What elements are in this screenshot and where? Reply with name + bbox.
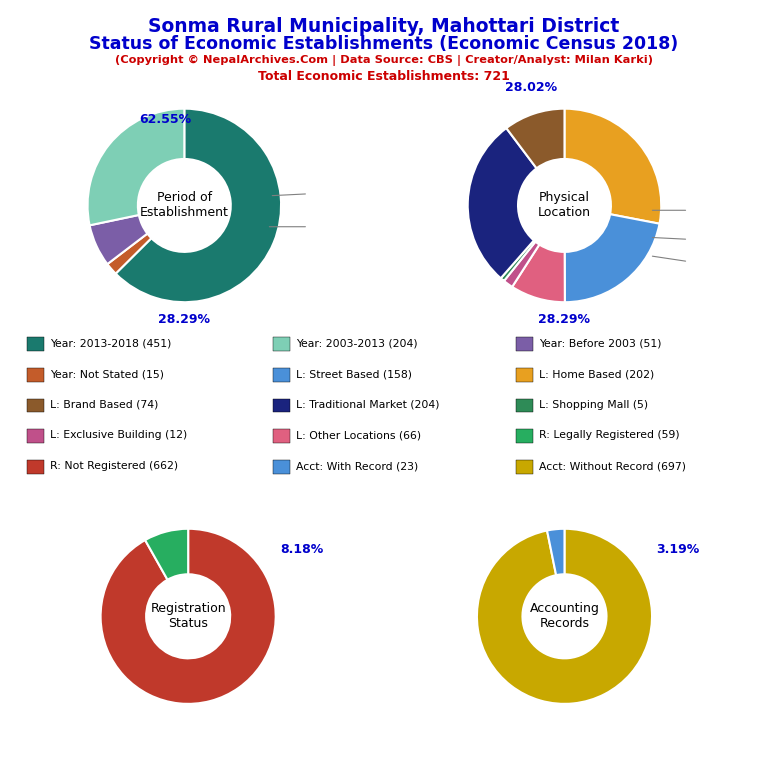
Wedge shape (504, 242, 539, 286)
Wedge shape (90, 215, 147, 264)
Text: L: Shopping Mall (5): L: Shopping Mall (5) (539, 399, 648, 410)
Text: L: Other Locations (66): L: Other Locations (66) (296, 430, 421, 441)
Text: Total Economic Establishments: 721: Total Economic Establishments: 721 (258, 70, 510, 83)
Text: Acct: Without Record (697): Acct: Without Record (697) (539, 461, 686, 472)
Wedge shape (547, 528, 564, 575)
Text: 62.55%: 62.55% (139, 113, 191, 126)
Text: Year: 2003-2013 (204): Year: 2003-2013 (204) (296, 338, 417, 349)
Text: (Copyright © NepalArchives.Com | Data Source: CBS | Creator/Analyst: Milan Karki: (Copyright © NepalArchives.Com | Data So… (115, 55, 653, 66)
Wedge shape (477, 528, 652, 703)
Text: 10.26%: 10.26% (0, 767, 1, 768)
Text: 1.66%: 1.66% (0, 767, 1, 768)
Text: 2.08%: 2.08% (0, 767, 1, 768)
Text: L: Home Based (202): L: Home Based (202) (539, 369, 654, 379)
Text: Sonma Rural Municipality, Mahottari District: Sonma Rural Municipality, Mahottari Dist… (148, 17, 620, 36)
Text: Period of
Establishment: Period of Establishment (140, 191, 229, 220)
Text: Year: 2013-2018 (451): Year: 2013-2018 (451) (50, 338, 171, 349)
Wedge shape (88, 109, 184, 225)
Text: 9.15%: 9.15% (0, 767, 1, 768)
Wedge shape (145, 528, 188, 580)
Text: 96.81%: 96.81% (0, 767, 1, 768)
Text: 21.91%: 21.91% (0, 767, 1, 768)
Text: R: Not Registered (662): R: Not Registered (662) (50, 461, 178, 472)
Text: 3.19%: 3.19% (657, 543, 700, 556)
Wedge shape (108, 233, 151, 273)
Text: Physical
Location: Physical Location (538, 191, 591, 220)
Text: 8.18%: 8.18% (280, 543, 323, 556)
Text: 28.29%: 28.29% (158, 313, 210, 326)
Text: L: Exclusive Building (12): L: Exclusive Building (12) (50, 430, 187, 441)
Wedge shape (564, 214, 660, 302)
Text: Registration
Status: Registration Status (151, 602, 226, 631)
Text: Status of Economic Establishments (Economic Census 2018): Status of Economic Establishments (Econo… (89, 35, 679, 52)
Wedge shape (116, 109, 281, 302)
Wedge shape (501, 240, 535, 281)
Wedge shape (506, 109, 564, 168)
Text: 0.69%: 0.69% (0, 767, 1, 768)
Wedge shape (101, 528, 276, 703)
Text: Year: Not Stated (15): Year: Not Stated (15) (50, 369, 164, 379)
Text: L: Traditional Market (204): L: Traditional Market (204) (296, 399, 439, 410)
Text: Accounting
Records: Accounting Records (530, 602, 599, 631)
Text: 28.29%: 28.29% (538, 313, 591, 326)
Text: Year: Before 2003 (51): Year: Before 2003 (51) (539, 338, 662, 349)
Text: Acct: With Record (23): Acct: With Record (23) (296, 461, 418, 472)
Text: 91.82%: 91.82% (0, 767, 1, 768)
Wedge shape (512, 244, 564, 303)
Text: 28.02%: 28.02% (505, 81, 557, 94)
Wedge shape (468, 128, 537, 278)
Text: L: Street Based (158): L: Street Based (158) (296, 369, 412, 379)
Text: R: Legally Registered (59): R: Legally Registered (59) (539, 430, 680, 441)
Text: 7.07%: 7.07% (0, 767, 1, 768)
Text: L: Brand Based (74): L: Brand Based (74) (50, 399, 158, 410)
Wedge shape (564, 109, 661, 223)
